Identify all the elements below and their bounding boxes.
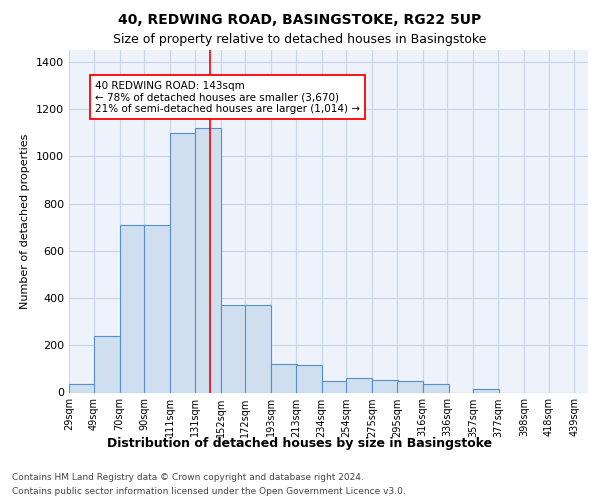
Text: Contains HM Land Registry data © Crown copyright and database right 2024.: Contains HM Land Registry data © Crown c…	[12, 472, 364, 482]
Text: 40 REDWING ROAD: 143sqm
← 78% of detached houses are smaller (3,670)
21% of semi: 40 REDWING ROAD: 143sqm ← 78% of detache…	[95, 80, 360, 114]
Bar	[195, 128, 221, 392]
Bar	[296, 366, 322, 392]
Text: Contains public sector information licensed under the Open Government Licence v3: Contains public sector information licen…	[12, 488, 406, 496]
Bar	[69, 384, 95, 392]
Bar	[119, 225, 145, 392]
Y-axis label: Number of detached properties: Number of detached properties	[20, 134, 31, 309]
Bar	[245, 305, 271, 392]
Bar	[372, 380, 398, 392]
Bar	[170, 132, 196, 392]
Bar	[322, 380, 347, 392]
Bar	[94, 336, 119, 392]
Bar	[271, 364, 297, 392]
Bar	[346, 378, 372, 392]
Bar	[473, 389, 499, 392]
Text: 40, REDWING ROAD, BASINGSTOKE, RG22 5UP: 40, REDWING ROAD, BASINGSTOKE, RG22 5UP	[118, 12, 482, 26]
Bar	[221, 305, 247, 392]
Bar	[397, 380, 423, 392]
Bar	[423, 384, 449, 392]
Bar	[144, 225, 170, 392]
Text: Size of property relative to detached houses in Basingstoke: Size of property relative to detached ho…	[113, 32, 487, 46]
Text: Distribution of detached houses by size in Basingstoke: Distribution of detached houses by size …	[107, 438, 493, 450]
